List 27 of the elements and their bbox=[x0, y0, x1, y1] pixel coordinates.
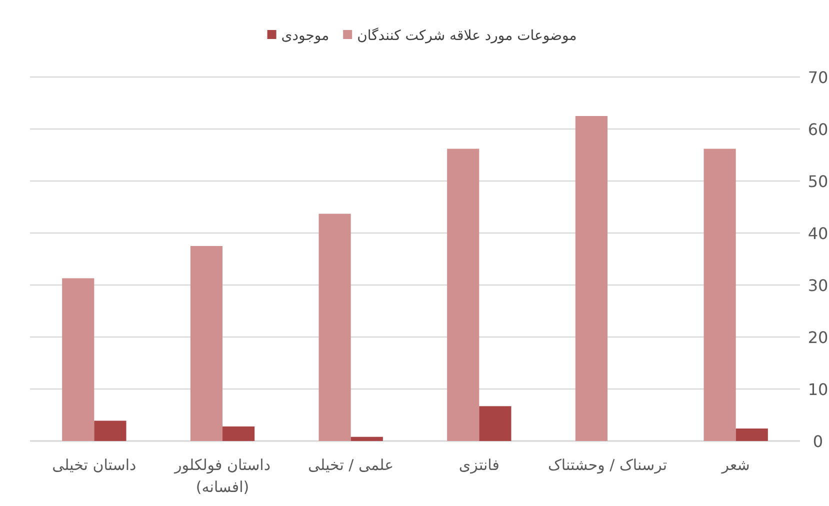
x-tick-label: علمی / تخیلی bbox=[308, 456, 394, 474]
legend-label: موضوعات مورد علاقه شرکت کنندگان bbox=[357, 27, 577, 44]
x-tick-label: شعر bbox=[720, 456, 750, 474]
y-tick-label: 20 bbox=[808, 328, 828, 347]
x-tick-label: فانتزی bbox=[458, 456, 500, 474]
y-tick-label: 50 bbox=[808, 172, 828, 191]
y-tick-label: 30 bbox=[808, 276, 828, 295]
bar bbox=[575, 116, 608, 441]
bar bbox=[447, 148, 480, 441]
x-tick-label: داستان فولکلور (افسانه) bbox=[173, 456, 271, 496]
x-tick-label: داستان تخیلی bbox=[52, 456, 136, 474]
y-tick-label: 0 bbox=[812, 432, 824, 451]
bar bbox=[479, 406, 512, 441]
bar bbox=[190, 246, 222, 441]
y-tick-label: 70 bbox=[808, 68, 828, 87]
bar bbox=[62, 278, 94, 441]
bar bbox=[94, 420, 126, 441]
bar bbox=[222, 426, 255, 441]
y-tick-label: 10 bbox=[808, 380, 828, 399]
bar bbox=[318, 214, 351, 441]
bar bbox=[350, 436, 383, 441]
y-tick-label: 60 bbox=[808, 120, 828, 139]
legend-label: موجودی bbox=[281, 28, 330, 44]
x-tick-label: ترسناک / وحشتناک bbox=[548, 456, 668, 474]
bar bbox=[704, 148, 736, 441]
bar bbox=[736, 428, 768, 441]
y-tick-label: 40 bbox=[808, 224, 828, 243]
